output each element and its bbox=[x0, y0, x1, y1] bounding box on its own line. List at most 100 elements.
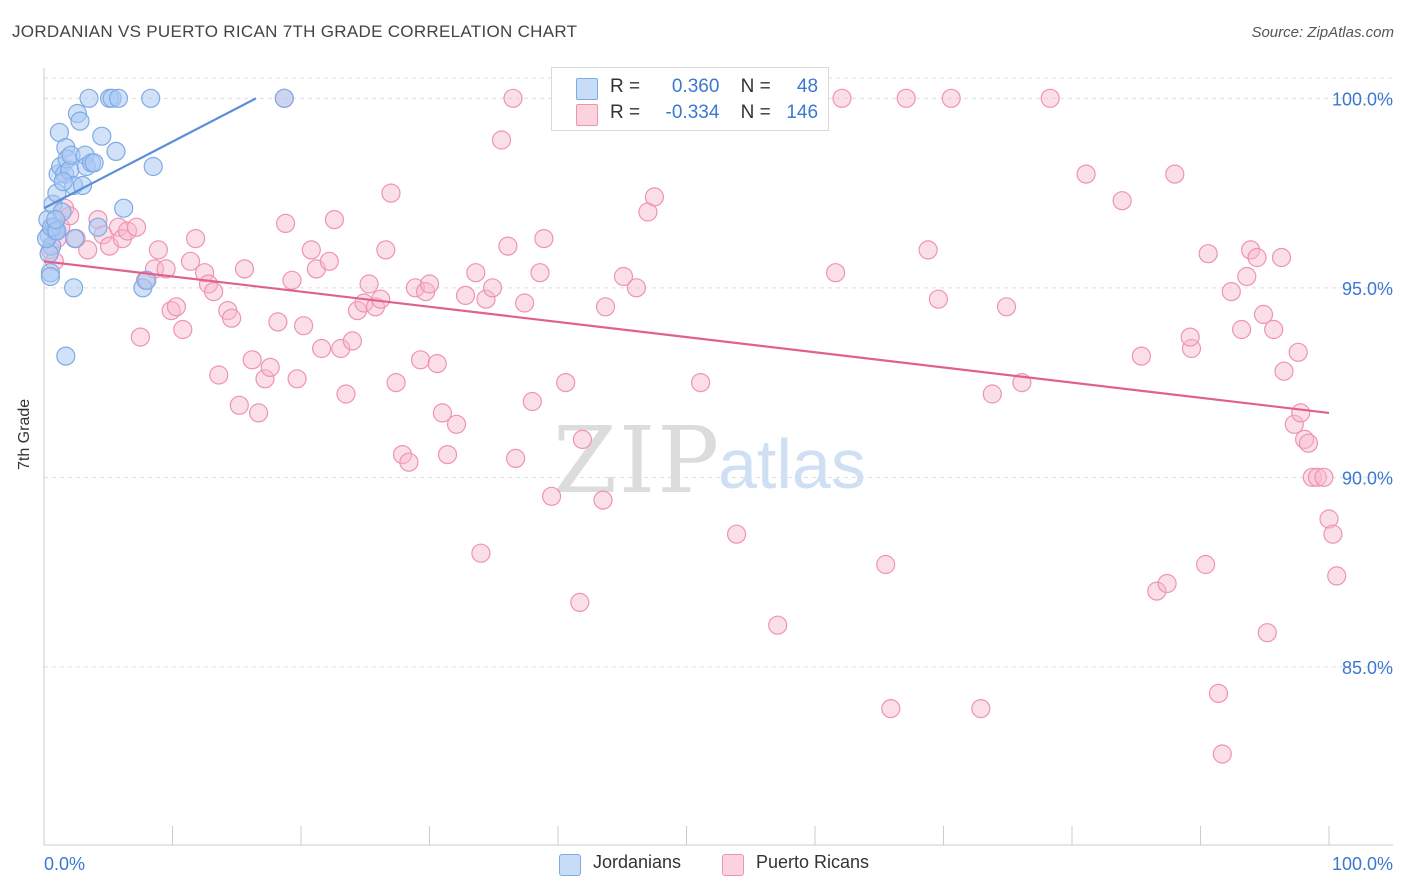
point-puerto-rican bbox=[556, 373, 576, 393]
point-puerto-rican bbox=[78, 240, 98, 260]
point-puerto-rican bbox=[166, 297, 186, 317]
point-puerto-rican bbox=[982, 384, 1002, 404]
point-puerto-rican bbox=[1302, 467, 1322, 487]
y-tick-label: 95.0% bbox=[1342, 279, 1393, 299]
point-puerto-rican bbox=[1314, 467, 1334, 487]
point-jordanian bbox=[106, 141, 126, 161]
point-puerto-rican bbox=[173, 319, 193, 340]
legend-n-label: N = bbox=[740, 102, 771, 123]
point-puerto-rican bbox=[1284, 414, 1304, 434]
point-puerto-rican bbox=[455, 285, 476, 305]
point-puerto-rican bbox=[381, 183, 401, 203]
point-jordanian bbox=[45, 210, 66, 230]
point-puerto-rican bbox=[530, 263, 550, 283]
point-puerto-rican bbox=[881, 698, 901, 719]
axes bbox=[43, 68, 1393, 846]
point-jordanian bbox=[274, 88, 294, 108]
point-jordanian bbox=[56, 346, 76, 366]
point-puerto-rican bbox=[471, 543, 491, 563]
legend-r-value: 0.360 bbox=[671, 76, 720, 97]
point-jordanian bbox=[88, 217, 108, 237]
point-puerto-rican bbox=[432, 403, 452, 423]
point-puerto-rican bbox=[130, 327, 150, 347]
point-puerto-rican bbox=[331, 338, 351, 359]
point-puerto-rican bbox=[342, 331, 362, 351]
point-puerto-rican bbox=[405, 278, 425, 298]
point-puerto-rican bbox=[505, 448, 526, 468]
point-puerto-rican bbox=[1231, 319, 1252, 340]
y-tick-label: 85.0% bbox=[1342, 658, 1393, 678]
legend-n-value: 146 bbox=[786, 102, 819, 123]
point-puerto-rican bbox=[276, 213, 296, 233]
point-puerto-rican bbox=[825, 263, 846, 283]
bottom-legend: Jordanians Puerto Ricans bbox=[0, 852, 1406, 876]
legend-n-value: 48 bbox=[796, 76, 819, 97]
point-puerto-rican bbox=[1076, 164, 1096, 184]
point-puerto-rican bbox=[928, 289, 949, 309]
point-puerto-rican bbox=[336, 384, 356, 404]
point-puerto-rican bbox=[446, 414, 467, 434]
trend-lines bbox=[43, 97, 1330, 415]
point-puerto-rican bbox=[522, 391, 542, 412]
point-puerto-rican bbox=[427, 354, 447, 374]
y-tick-label: 100.0% bbox=[1332, 89, 1393, 109]
point-puerto-rican bbox=[301, 240, 321, 260]
point-puerto-rican bbox=[1237, 266, 1257, 287]
point-puerto-rican bbox=[1271, 247, 1292, 268]
point-jordanian bbox=[63, 278, 84, 298]
legend-r-label: R = bbox=[610, 76, 641, 97]
point-puerto-rican bbox=[1040, 88, 1060, 108]
trend-line-puerto-ricans bbox=[43, 260, 1330, 415]
point-jordanian bbox=[114, 198, 134, 218]
point-puerto-rican bbox=[1298, 433, 1319, 453]
point-puerto-rican bbox=[1253, 304, 1274, 324]
point-puerto-rican bbox=[503, 88, 523, 108]
point-puerto-rican bbox=[324, 210, 344, 230]
point-puerto-rican bbox=[392, 445, 413, 465]
point-puerto-rican bbox=[229, 395, 249, 415]
point-puerto-rican bbox=[161, 301, 181, 321]
point-puerto-rican bbox=[1221, 282, 1241, 302]
x-tick-label-min: 0.0% bbox=[44, 854, 85, 874]
point-jordanian bbox=[40, 266, 61, 287]
point-puerto-rican bbox=[876, 554, 896, 575]
point-jordanian bbox=[137, 270, 157, 290]
legend-n-label: N = bbox=[740, 76, 771, 97]
point-puerto-rican bbox=[222, 308, 242, 328]
point-puerto-rican bbox=[1112, 191, 1132, 211]
point-jordanian bbox=[53, 172, 73, 192]
point-puerto-rican bbox=[242, 350, 262, 370]
point-puerto-rican bbox=[347, 301, 368, 321]
point-jordanian bbox=[70, 111, 90, 131]
point-jordanian bbox=[143, 156, 163, 177]
point-puerto-rican bbox=[570, 592, 590, 613]
point-puerto-rican bbox=[1319, 509, 1339, 529]
point-puerto-rican bbox=[294, 316, 314, 336]
point-puerto-rican bbox=[690, 373, 711, 393]
point-puerto-rican bbox=[1274, 361, 1294, 381]
point-puerto-rican bbox=[156, 259, 176, 279]
x-tick-labels: 0.0% 100.0% bbox=[44, 854, 1393, 874]
point-jordanian bbox=[65, 229, 85, 249]
point-puerto-rican bbox=[249, 403, 269, 423]
watermark: ZIP atlas bbox=[553, 407, 866, 514]
point-puerto-rican bbox=[768, 615, 788, 635]
point-puerto-rican bbox=[971, 698, 991, 719]
point-puerto-rican bbox=[148, 240, 168, 260]
bottom-legend-swatch-puerto-ricans bbox=[722, 854, 744, 876]
source-label: Source: ZipAtlas.com bbox=[1251, 24, 1394, 41]
point-jordanian bbox=[79, 88, 99, 108]
point-puerto-rican bbox=[386, 373, 406, 393]
trend-line-jordanians bbox=[43, 97, 257, 210]
point-puerto-rican bbox=[476, 289, 496, 309]
point-puerto-rican bbox=[209, 365, 229, 385]
point-puerto-rican bbox=[260, 357, 280, 377]
point-puerto-rican bbox=[186, 229, 206, 249]
x-ticks bbox=[43, 826, 1330, 845]
point-puerto-rican bbox=[1198, 244, 1218, 264]
legend-swatch-jordanians bbox=[576, 78, 598, 100]
point-puerto-rican bbox=[1327, 566, 1347, 586]
point-puerto-rican bbox=[541, 486, 562, 506]
legend-r-label: R = bbox=[610, 102, 641, 123]
point-puerto-rican bbox=[195, 263, 215, 283]
